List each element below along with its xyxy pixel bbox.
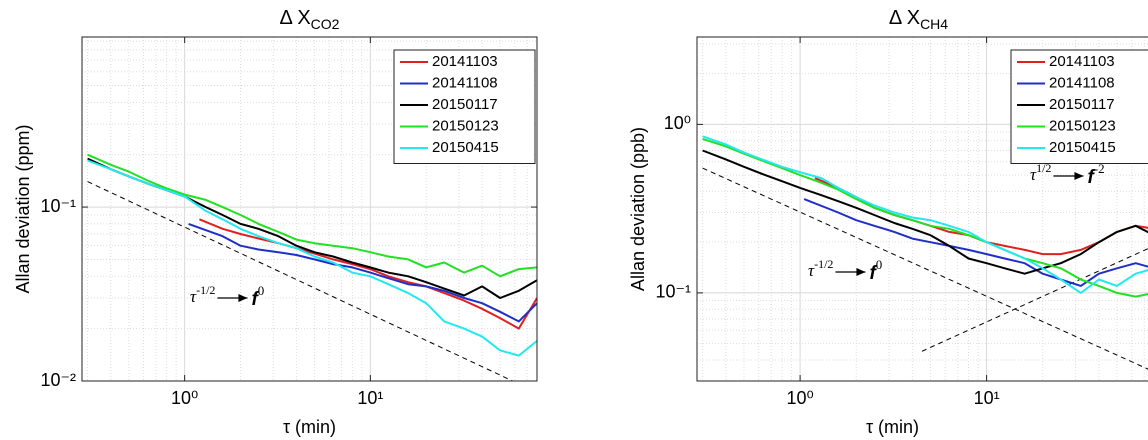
annotation: f0	[251, 283, 264, 310]
annotation: τ1/2	[1030, 161, 1051, 184]
legend-label: 20150117	[432, 96, 498, 113]
x-tick-label: 10¹	[357, 388, 383, 408]
series-line	[702, 135, 1148, 294]
legend-label: 20150415	[432, 139, 499, 156]
x-axis-label: τ (min)	[283, 417, 336, 437]
chart-title: Δ XCO2	[280, 7, 340, 31]
annotation-target-sup: -2	[1094, 161, 1105, 176]
title-main: Δ X	[889, 7, 920, 29]
annotation-sup: -1/2	[814, 257, 833, 271]
chart: 10⁰ 10¹ 10⁻² 10⁻¹ 20141103 20141108 20150117 20…	[13, 7, 538, 437]
annotation-target: f	[869, 263, 877, 284]
annotation-symbol: τ	[190, 287, 197, 306]
x-tick-label: 10⁰	[171, 388, 198, 408]
chart-title: Δ XCH4	[889, 7, 948, 31]
plot-frame	[696, 36, 1148, 382]
x-tick-label: 10⁰	[786, 388, 813, 408]
annotation-target-sup: 0	[876, 257, 883, 272]
y-tick-label: 10⁻¹	[655, 282, 691, 302]
series-line	[702, 137, 1148, 298]
title-sub: CH4	[920, 16, 948, 32]
y-axis-label: Allan deviation (ppm)	[13, 124, 33, 293]
legend-label: 20141103	[1049, 53, 1115, 70]
annotation-sup: 1/2	[1036, 161, 1051, 175]
reference-line	[87, 181, 514, 381]
legend-label: 20150415	[1049, 139, 1116, 156]
title-main: Δ X	[280, 7, 311, 29]
annotation-sup: -1/2	[196, 283, 215, 297]
annotation: f0	[869, 257, 882, 284]
annotation: f-2	[1087, 161, 1104, 188]
x-axis-label: τ (min)	[866, 417, 919, 437]
y-tick-label: 10⁻²	[40, 370, 76, 390]
legend-label: 20141103	[432, 53, 498, 70]
legend-label: 20141108	[432, 74, 498, 91]
annotation-target: f	[251, 289, 259, 310]
annotation-target-sup: 0	[258, 283, 265, 298]
x-tick-label: 10¹	[974, 388, 1000, 408]
annotation-arrowhead	[856, 268, 866, 276]
legend-label: 20141108	[1049, 74, 1115, 91]
series-line	[199, 218, 537, 330]
annotation-symbol: τ	[1030, 165, 1037, 184]
y-tick-label: 10⁻¹	[40, 196, 76, 216]
annotation-arrowhead	[1074, 172, 1084, 180]
annotation: τ-1/2	[190, 283, 215, 306]
legend-box	[1010, 49, 1148, 164]
annotation-symbol: τ	[808, 261, 815, 280]
y-axis-label: Allan deviation (ppb)	[628, 127, 648, 291]
series-line	[87, 159, 537, 357]
annotation-target: f	[1087, 167, 1095, 188]
reference-line	[921, 248, 1148, 352]
legend-box	[393, 49, 536, 164]
y-tick-label: 10⁰	[664, 113, 691, 133]
plot-lines	[87, 153, 537, 381]
series-line	[702, 149, 1148, 275]
plot-lines	[702, 135, 1148, 370]
plot-frame	[81, 36, 538, 382]
reference-line	[702, 167, 1148, 370]
series-line	[188, 222, 537, 323]
title-sub: CO2	[311, 16, 340, 32]
series-line	[87, 153, 537, 278]
legend-label: 20150123	[432, 117, 499, 134]
legend-label: 20150123	[1049, 117, 1116, 134]
chart: 10⁰ 10¹ 10⁻¹ 10⁰ 20141103 20141108 20150117 201…	[628, 7, 1148, 437]
series-line	[803, 198, 1148, 287]
annotation-arrowhead	[238, 294, 248, 302]
legend-label: 20150117	[1049, 96, 1115, 113]
annotation: τ-1/2	[808, 257, 833, 280]
